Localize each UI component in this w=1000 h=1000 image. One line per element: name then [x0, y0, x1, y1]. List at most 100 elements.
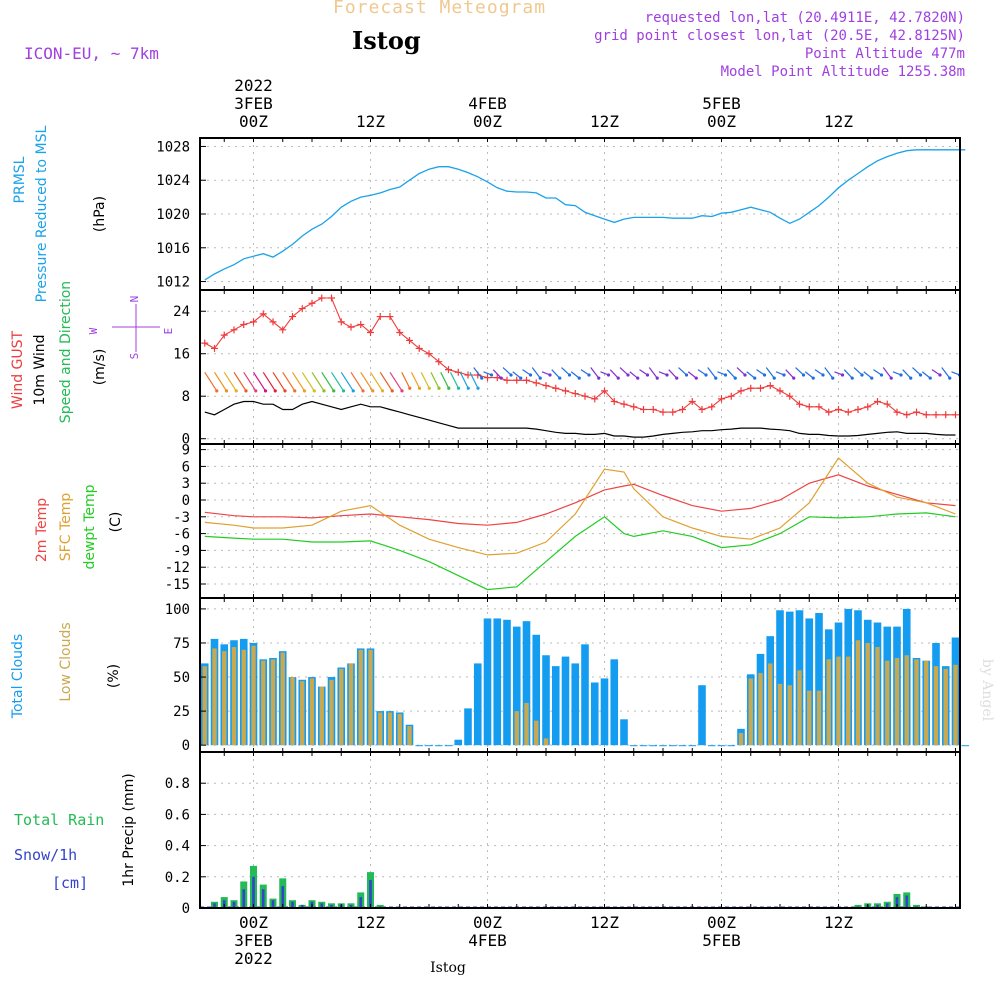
- compass-w: W: [87, 327, 100, 334]
- wind-gust-marker: [571, 390, 579, 398]
- total-cloud-bar: [532, 634, 541, 746]
- total-cloud-bar: [678, 745, 687, 747]
- wind-direction-arrow: [648, 367, 658, 379]
- y-tick-label: 0: [182, 432, 190, 448]
- low-cloud-bar: [816, 690, 822, 746]
- wind-speed-line: [204, 400, 956, 438]
- low-cloud-bar: [904, 655, 909, 746]
- total-cloud-bar: [707, 745, 716, 747]
- total-cloud-bar: [668, 745, 677, 747]
- wind-gust-marker: [396, 328, 404, 336]
- wind-gust-marker: [425, 350, 433, 358]
- total-cloud-bar: [415, 745, 424, 747]
- axis-label-c: (C): [108, 512, 124, 533]
- wind-gust-marker: [903, 411, 911, 419]
- total-cloud-bar: [571, 663, 580, 746]
- total-cloud-bar: [464, 708, 472, 746]
- wind-gust-marker: [766, 382, 774, 390]
- wind-direction-arrowhead: [918, 373, 923, 377]
- wind-direction-arrowhead: [714, 376, 718, 380]
- total-cloud-bar: [649, 745, 658, 747]
- snow-bar: [252, 876, 255, 908]
- wind-direction-arrow: [561, 367, 570, 376]
- total-cloud-bar: [639, 745, 648, 747]
- bottom-time-label: 2022: [234, 949, 273, 968]
- station-name: Istog: [352, 26, 421, 55]
- low-cloud-bar: [368, 649, 373, 746]
- wind-gust-marker: [279, 326, 287, 334]
- temp-2m-line: [204, 474, 956, 526]
- y-tick-label: 1016: [156, 241, 190, 257]
- wind-gust-marker: [581, 392, 589, 400]
- low-cloud-bar: [241, 649, 246, 746]
- wind-direction-arrowhead: [456, 386, 461, 390]
- wind-direction-arrowhead: [938, 373, 942, 377]
- wind-direction-arrowhead: [704, 373, 708, 377]
- snow-bar: [213, 903, 216, 908]
- low-cloud-bar: [807, 690, 812, 746]
- wind-gust-marker: [484, 374, 491, 382]
- snow-bar: [330, 904, 333, 908]
- wind-direction-arrowhead: [476, 386, 480, 390]
- wind-direction-arrowhead: [636, 376, 640, 380]
- wind-direction-arrow: [389, 371, 403, 392]
- wind-direction-arrow: [430, 372, 440, 389]
- wind-direction-arrowhead: [831, 376, 835, 380]
- wind-direction-arrow: [639, 369, 648, 376]
- wind-direction-arrow: [590, 367, 600, 379]
- wind-gust-marker: [893, 408, 901, 416]
- compass-e: E: [162, 328, 175, 335]
- wind-gust-marker: [367, 328, 374, 336]
- wind-direction-arrow: [243, 371, 257, 392]
- side-label-10m-wind: 10m Wind: [32, 334, 48, 405]
- wind-direction-arrowhead: [626, 373, 630, 377]
- side-label-total-rain: Total Rain: [14, 811, 104, 829]
- wind-direction-arrow: [570, 371, 580, 379]
- y-tick-label: 0: [182, 738, 190, 754]
- wind-direction-arrow: [213, 371, 228, 392]
- wind-direction-arrow: [531, 367, 541, 379]
- total-cloud-bar: [522, 621, 531, 746]
- wind-direction-arrowhead: [567, 373, 572, 377]
- total-cloud-bar: [425, 745, 433, 747]
- wind-direction-arrow: [204, 371, 218, 392]
- bottom-time-label: 00Z: [239, 913, 268, 932]
- y-tick-label: 0.6: [165, 807, 190, 823]
- wind-gust-marker: [435, 358, 443, 366]
- wind-direction-arrow: [360, 371, 374, 392]
- wind-direction-arrowhead: [899, 373, 903, 377]
- wind-gust-marker: [298, 305, 306, 313]
- wind-direction-arrow: [330, 371, 345, 392]
- wind-direction-arrowhead: [361, 389, 365, 393]
- wind-gust-marker: [640, 405, 647, 413]
- side-label-pressure: Pressure Reduced to MSL: [34, 125, 50, 302]
- wind-direction-arrowhead: [548, 373, 552, 377]
- y-tick-label: 25: [173, 704, 190, 720]
- low-cloud-bar: [290, 677, 295, 746]
- low-cloud-bar: [339, 668, 344, 746]
- wind-direction-arrowhead: [811, 376, 815, 380]
- snow-bar: [349, 904, 353, 908]
- side-label-prmsl: PRMSL: [12, 156, 28, 203]
- wind-gust-marker: [269, 318, 277, 326]
- wind-direction-arrow: [795, 367, 804, 376]
- top-time-label: 3FEB: [234, 94, 273, 113]
- low-cloud-bar: [768, 663, 773, 746]
- wind-gust-marker: [376, 313, 384, 321]
- snow-bar: [261, 889, 265, 908]
- wind-direction-arrow: [252, 371, 267, 392]
- wind-gust-marker: [708, 403, 716, 411]
- wind-gust-marker: [805, 403, 813, 411]
- wind-direction-arrow: [473, 367, 483, 379]
- y-tick-label: 0.8: [165, 776, 190, 792]
- wind-direction-arrow: [921, 371, 931, 379]
- wind-gust-marker: [874, 398, 881, 406]
- total-cloud-bar: [815, 612, 823, 746]
- total-cloud-bar: [434, 745, 443, 747]
- wind-direction-arrow: [814, 369, 824, 376]
- low-cloud-bar: [407, 726, 412, 746]
- side-label-wind-gust: Wind GUST: [10, 330, 26, 409]
- wind-direction-arrow: [233, 371, 247, 392]
- wind-direction-arrowhead: [351, 389, 355, 393]
- low-cloud-bar: [953, 664, 958, 746]
